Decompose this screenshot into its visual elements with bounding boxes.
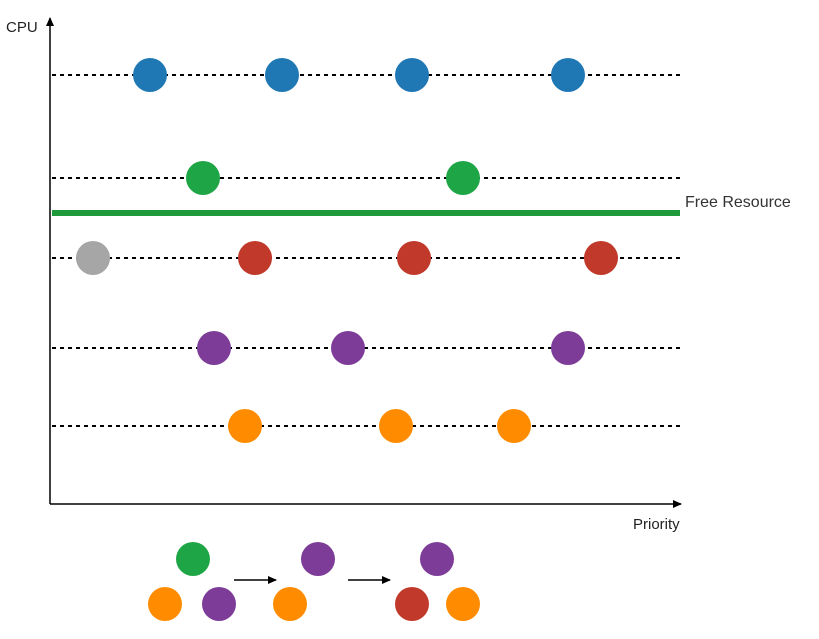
node-purple xyxy=(420,542,454,576)
row-blue xyxy=(52,58,680,92)
node-orange xyxy=(273,587,307,621)
x-axis-label: Priority xyxy=(633,516,680,533)
node-blue xyxy=(133,58,167,92)
node-purple xyxy=(202,587,236,621)
node-orange xyxy=(497,409,531,443)
node-orange xyxy=(446,587,480,621)
node-red xyxy=(238,241,272,275)
node-gray xyxy=(76,241,110,275)
row-orange xyxy=(52,409,680,443)
node-purple xyxy=(551,331,585,365)
sequence-step-3 xyxy=(395,542,480,621)
node-orange xyxy=(379,409,413,443)
free-resource-label: Free Resource xyxy=(685,194,791,211)
node-red xyxy=(395,587,429,621)
node-purple xyxy=(197,331,231,365)
sequence-layer xyxy=(148,542,480,621)
node-orange xyxy=(148,587,182,621)
node-green xyxy=(186,161,220,195)
node-purple xyxy=(331,331,365,365)
node-green xyxy=(446,161,480,195)
node-red xyxy=(584,241,618,275)
node-green xyxy=(176,542,210,576)
node-blue xyxy=(265,58,299,92)
node-blue xyxy=(395,58,429,92)
row-green xyxy=(52,161,680,195)
node-red xyxy=(397,241,431,275)
y-axis-label: CPU xyxy=(6,19,38,36)
rows-layer xyxy=(52,58,680,443)
node-purple xyxy=(301,542,335,576)
sequence-step-1 xyxy=(148,542,236,621)
row-purple xyxy=(52,331,680,365)
sequence-step-2 xyxy=(273,542,335,621)
row-red xyxy=(52,241,680,275)
node-blue xyxy=(551,58,585,92)
node-orange xyxy=(228,409,262,443)
